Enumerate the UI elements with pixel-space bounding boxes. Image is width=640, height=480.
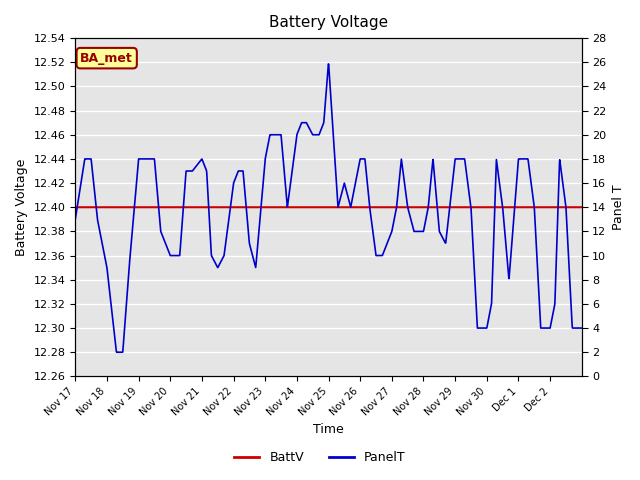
Y-axis label: Battery Voltage: Battery Voltage [15, 158, 28, 256]
Y-axis label: Panel T: Panel T [612, 184, 625, 230]
Text: BA_met: BA_met [81, 52, 133, 65]
X-axis label: Time: Time [313, 423, 344, 436]
Title: Battery Voltage: Battery Voltage [269, 15, 388, 30]
Legend: BattV, PanelT: BattV, PanelT [229, 446, 411, 469]
